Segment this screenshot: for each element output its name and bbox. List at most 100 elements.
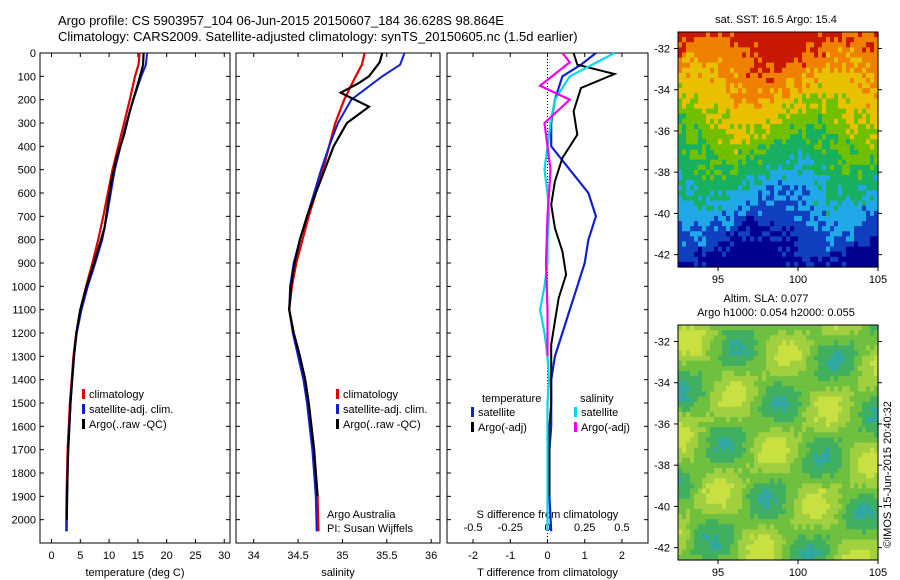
legend-label: satellite bbox=[581, 407, 618, 419]
y-tick-label: 700 bbox=[18, 211, 36, 223]
sst-map-panel: 95 100 105 -32 -34 -36 -38 -40 -42 sat. SST: 16.5… bbox=[654, 14, 887, 286]
y-tick-label: 900 bbox=[18, 258, 36, 270]
sla-map-panel: 95 100 105 -32 -34 -36 -38 -40 -42 Altim. SLA: 0.… bbox=[654, 293, 887, 579]
sla-map-title-line1: Altim. SLA: 0.077 bbox=[724, 293, 809, 305]
series-line bbox=[538, 52, 616, 532]
legend-label: climatology bbox=[343, 389, 399, 401]
map-cells bbox=[678, 325, 879, 561]
x-tick-label: 35.5 bbox=[376, 550, 397, 562]
sla-map-title-line2: Argo h1000: 0.054 h2000: 0.055 bbox=[697, 307, 855, 319]
series-line bbox=[65, 52, 149, 532]
x-tick-label: 2 bbox=[619, 550, 625, 562]
map-cells bbox=[678, 32, 879, 268]
top-tick-label: 0.5 bbox=[614, 522, 629, 534]
x-axis-label: T difference from climatology bbox=[477, 567, 618, 579]
y-tick-label: 1300 bbox=[12, 351, 36, 363]
map-x-tick-label: 95 bbox=[712, 274, 724, 286]
map-y-tick-label: -42 bbox=[654, 543, 670, 555]
legend-label: climatology bbox=[89, 389, 145, 401]
legend-swatch bbox=[82, 419, 85, 429]
legend-swatch bbox=[336, 404, 339, 414]
map-y-tick-label: -42 bbox=[654, 250, 670, 262]
x-tick-label: 15 bbox=[132, 550, 144, 562]
legend-label: satellite-adj. clim. bbox=[343, 404, 427, 416]
legend-group-temperature: temperature bbox=[482, 393, 541, 405]
map-y-tick-label: -34 bbox=[654, 378, 670, 390]
figure-title-line1: Argo profile: CS 5903957_104 06-Jun-2015… bbox=[58, 13, 504, 28]
sst-map-title: sat. SST: 16.5 Argo: 15.4 bbox=[715, 14, 837, 26]
difference-panel: -2 -1 0 1 2T difference from climatology -0.5… bbox=[446, 52, 649, 579]
series-line bbox=[548, 52, 618, 497]
series-line bbox=[288, 52, 366, 532]
plot-frame bbox=[39, 52, 231, 544]
y-tick-label: 1700 bbox=[12, 445, 36, 457]
map-y-tick-label: -32 bbox=[654, 336, 670, 348]
x-tick-label: 0 bbox=[544, 550, 550, 562]
figure-title-line2: Climatology: CARS2009. Satellite-adjuste… bbox=[58, 29, 578, 44]
y-tick-label: 400 bbox=[18, 141, 36, 153]
legend-label: satellite-adj. clim. bbox=[89, 404, 173, 416]
map-y-tick-label: -36 bbox=[654, 419, 670, 431]
credit-line1: Argo Australia bbox=[327, 509, 396, 521]
x-axis-label: temperature (deg C) bbox=[85, 567, 184, 579]
y-tick-label: 1200 bbox=[12, 328, 36, 340]
legend-swatch bbox=[574, 422, 577, 432]
credit-line2: PI: Susan Wijffels bbox=[327, 523, 413, 535]
y-tick-label: 1900 bbox=[12, 491, 36, 503]
y-tick-label: 1800 bbox=[12, 468, 36, 480]
map-y-tick-label: -32 bbox=[654, 43, 670, 55]
map-y-tick-label: -34 bbox=[654, 85, 670, 97]
top-tick-label: -0.5 bbox=[464, 522, 483, 534]
y-tick-label: 2000 bbox=[12, 515, 36, 527]
y-tick-label: 100 bbox=[18, 71, 36, 83]
y-tick-label: 1100 bbox=[12, 305, 36, 317]
map-x-tick-label: 105 bbox=[869, 567, 887, 579]
map-frame bbox=[677, 31, 879, 268]
temperature-panel: 0100200300400500600700800900100011001200… bbox=[12, 48, 231, 579]
x-tick-label: -1 bbox=[505, 550, 515, 562]
legend-swatch bbox=[471, 407, 474, 417]
map-y-tick-label: -38 bbox=[654, 460, 670, 472]
series-line bbox=[65, 52, 145, 520]
legend-swatch bbox=[336, 419, 339, 429]
x-tick-label: 25 bbox=[189, 550, 201, 562]
y-tick-label: 1000 bbox=[12, 281, 36, 293]
series-line bbox=[65, 52, 141, 532]
x-tick-label: 30 bbox=[218, 550, 230, 562]
map-x-tick-label: 100 bbox=[789, 567, 807, 579]
legend-label: Argo(-adj) bbox=[478, 422, 527, 434]
legend-swatch bbox=[574, 407, 577, 417]
y-tick-label: 0 bbox=[30, 48, 36, 60]
x-tick-label: 36 bbox=[425, 550, 437, 562]
x-tick-label: 34.5 bbox=[287, 550, 308, 562]
x-axis-label: salinity bbox=[321, 567, 355, 579]
x-tick-label: 1 bbox=[582, 550, 588, 562]
y-tick-label: 1600 bbox=[12, 421, 36, 433]
x-tick-label: 5 bbox=[77, 550, 83, 562]
y-tick-label: 1500 bbox=[12, 398, 36, 410]
map-x-tick-label: 105 bbox=[869, 274, 887, 286]
x-tick-label: 35 bbox=[336, 550, 348, 562]
legend-group-salinity: salinity bbox=[580, 393, 614, 405]
plot-frame bbox=[235, 52, 441, 544]
legend-label: satellite bbox=[478, 407, 515, 419]
top-tick-label: 0.25 bbox=[574, 522, 595, 534]
salinity-panel: 34 34.5 35 35.5 36 salinity climatology satelli… bbox=[235, 52, 441, 579]
y-tick-label: 500 bbox=[18, 165, 36, 177]
legend-swatch bbox=[82, 389, 85, 399]
map-frame bbox=[677, 324, 879, 561]
y-tick-label: 1400 bbox=[12, 375, 36, 387]
y-tick-label: 200 bbox=[18, 95, 36, 107]
side-stamp: ©IMOS 15-Jun-2015 20:40:32 bbox=[882, 401, 894, 548]
legend-swatch bbox=[471, 422, 474, 432]
series-line bbox=[288, 52, 384, 497]
series-line bbox=[548, 52, 598, 532]
map-y-tick-label: -38 bbox=[654, 167, 670, 179]
legend-swatch bbox=[336, 389, 339, 399]
x-tick-label: 20 bbox=[161, 550, 173, 562]
y-tick-label: 800 bbox=[18, 235, 36, 247]
x-tick-label: 0 bbox=[48, 550, 54, 562]
series-line bbox=[538, 52, 572, 357]
map-y-tick-label: -40 bbox=[654, 208, 670, 220]
